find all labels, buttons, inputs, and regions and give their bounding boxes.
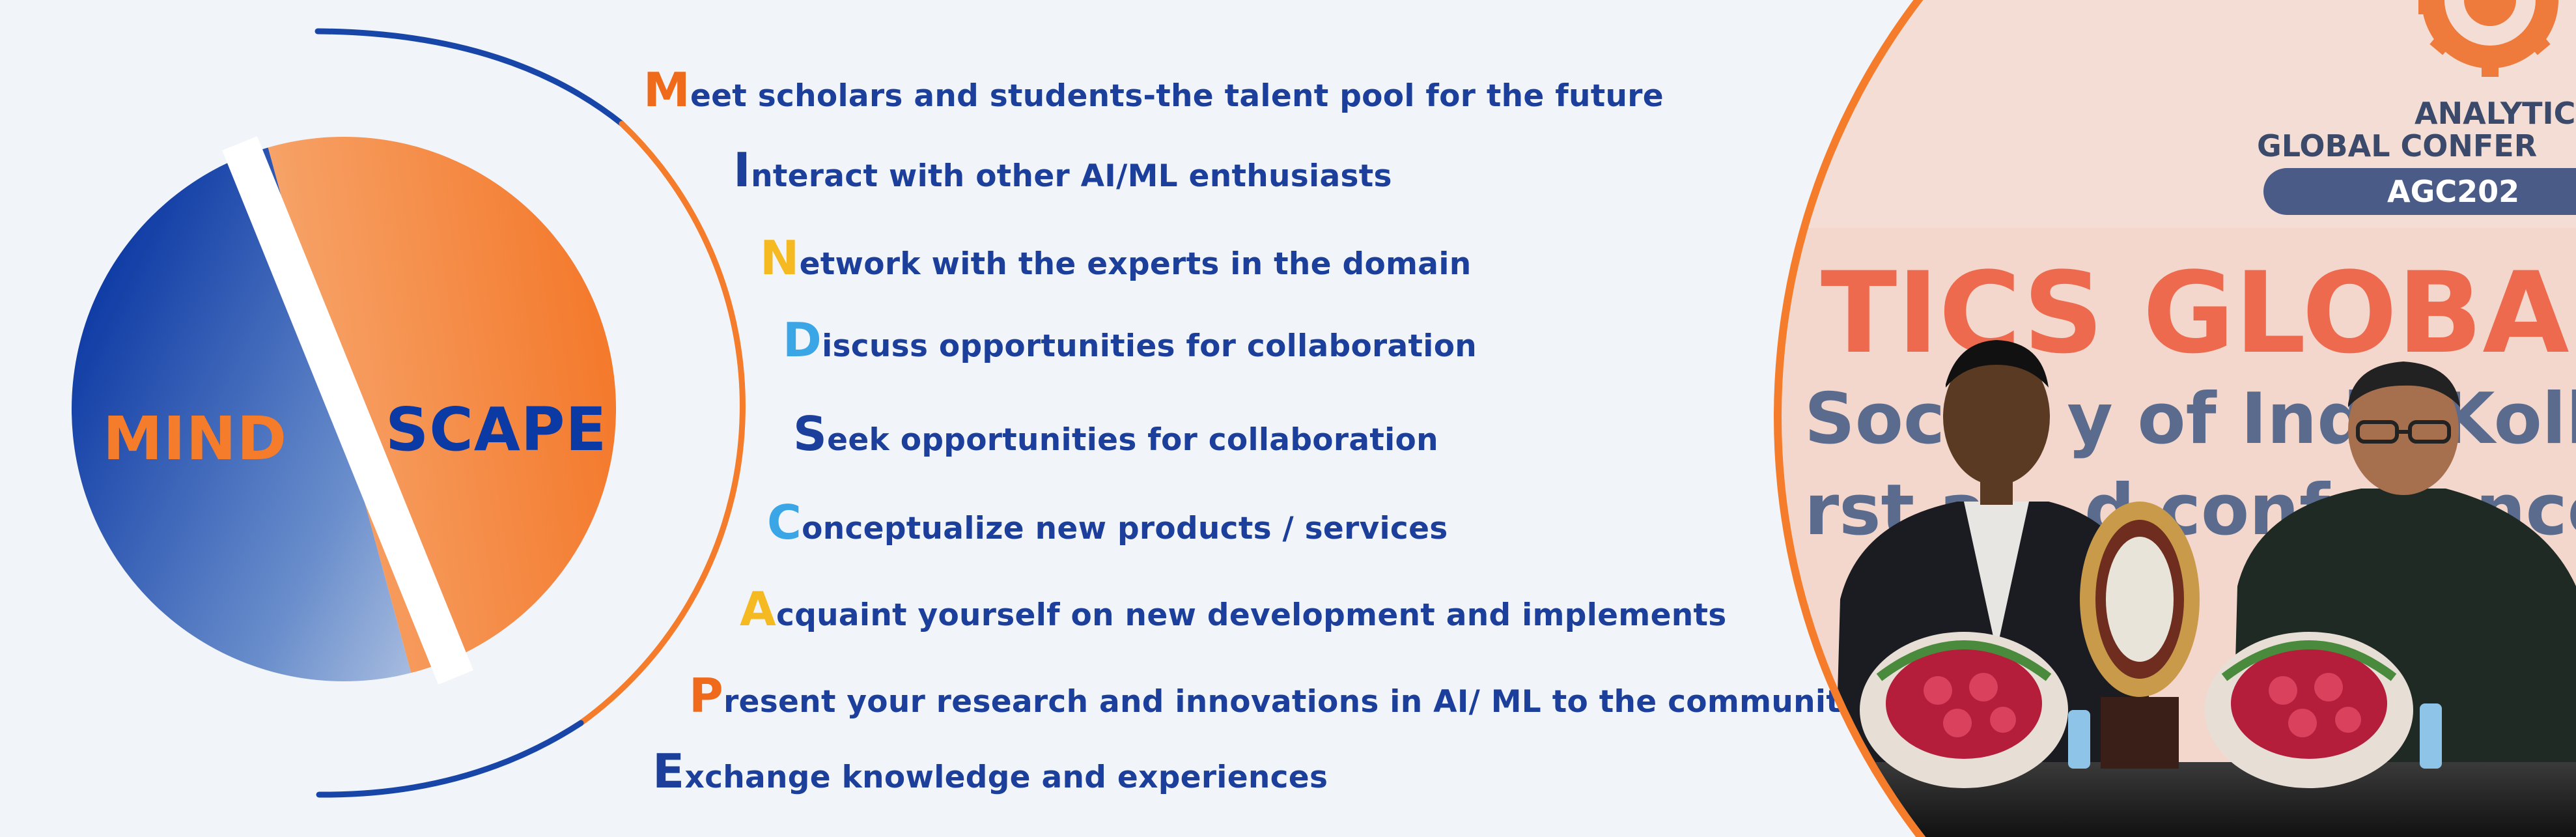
item-text: xchange knowledge and experiences [684, 759, 1328, 795]
list-item-discuss: Discuss opportunities for collaboration [783, 313, 1477, 367]
backdrop-line2: Soci y of Indi Kolk [1804, 378, 2576, 460]
initial-n: N [760, 231, 800, 285]
item-text: cquaint yourself on new development and … [776, 597, 1727, 633]
bouquet-left [1860, 632, 2068, 788]
initial-e: E [652, 744, 684, 799]
initial-m: M [643, 63, 690, 117]
banner-line1: ANALYTIC [2415, 96, 2575, 131]
banner-code: AGC202 [2387, 174, 2519, 209]
initial-s: S [793, 406, 827, 461]
water-bottle-right [2420, 703, 2442, 769]
initial-a: A [740, 582, 776, 636]
list-item-conceptualize: Conceptualize new products / services [767, 495, 1448, 550]
item-text: nteract with other AI/ML enthusiasts [751, 158, 1392, 194]
list-item-network: Network with the experts in the domain [760, 231, 1472, 285]
stage-table [1762, 762, 2576, 837]
bouquet-right [2205, 632, 2413, 788]
water-bottle-left [2068, 710, 2090, 769]
list-item-present: Present your research and innovations in… [689, 668, 1861, 723]
initial-c: C [767, 495, 802, 550]
list-item-acquaint: Acquaint yourself on new development and… [740, 582, 1727, 636]
item-text: eek opportunities for collaboration [827, 422, 1438, 458]
initial-d: D [783, 313, 822, 367]
scape-label: SCAPE [385, 395, 607, 464]
item-text: etwork with the experts in the domain [800, 246, 1472, 282]
list-item-seek: Seek opportunities for collaboration [793, 406, 1438, 461]
item-text: onceptualize new products / services [802, 511, 1448, 546]
list-item-interact: Interact with other AI/ML enthusiasts [733, 143, 1392, 197]
mind-label: MIND [103, 404, 287, 474]
initial-i: I [733, 143, 751, 197]
list-item-exchange: Exchange knowledge and experiences [652, 744, 1328, 799]
initial-p: P [689, 668, 723, 723]
event-photo: ANALYTIC GLOBAL CONFER AGC202 TICS GLOBA… [1762, 0, 2576, 837]
item-text: iscuss opportunities for collaboration [822, 328, 1477, 364]
outer-arc-blue-bottom [319, 723, 581, 795]
item-text: eet scholars and students-the talent poo… [690, 78, 1664, 114]
backdrop-title: TICS GLOBAL C [1821, 248, 2576, 378]
list-item-meet: Meet scholars and students-the talent po… [643, 63, 1664, 117]
item-text: resent your research and innovations in … [723, 684, 1861, 720]
outer-arc-blue-top [318, 31, 622, 124]
banner-line2: GLOBAL CONFER [2257, 128, 2537, 163]
